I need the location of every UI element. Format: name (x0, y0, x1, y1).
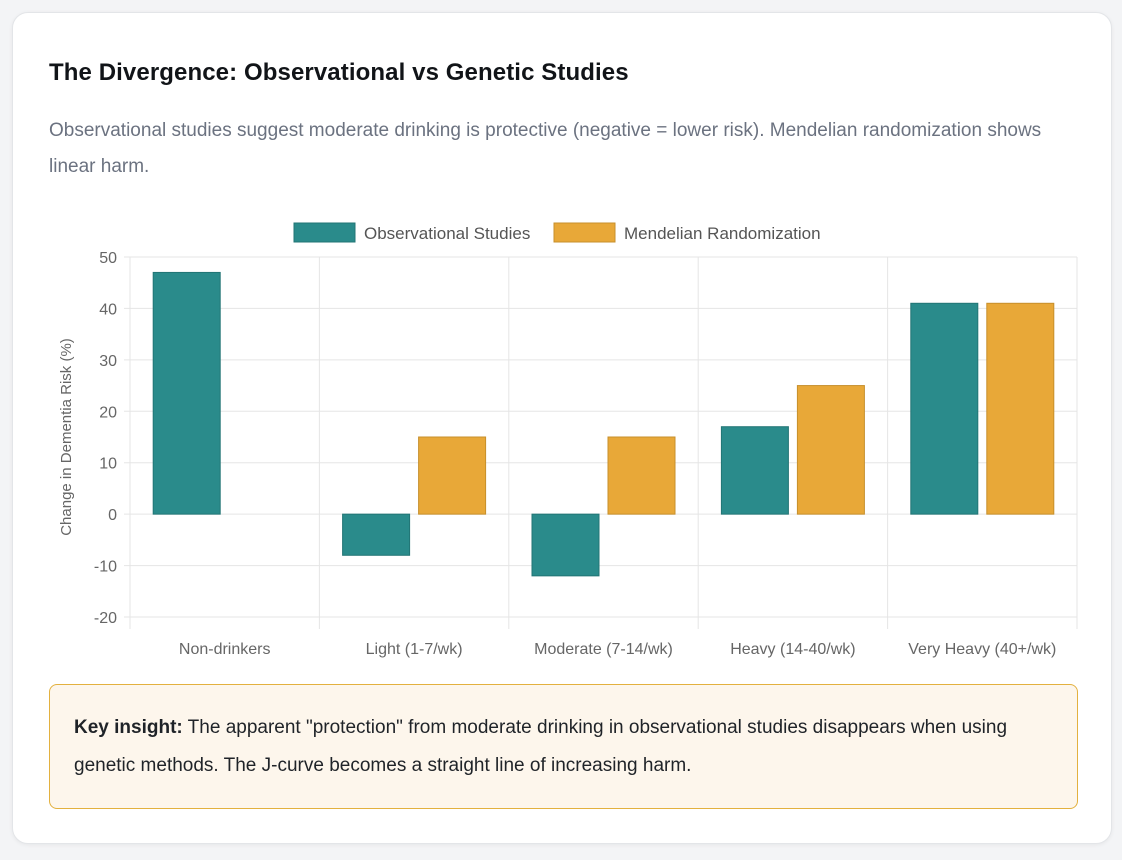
legend-label: Mendelian Randomization (624, 224, 821, 243)
legend-item-observational: Observational Studies (293, 222, 530, 243)
y-tick-label: 50 (99, 250, 117, 267)
key-insight-box: Key insight: The apparent "protection" f… (49, 684, 1078, 809)
y-axis-title: Change in Dementia Risk (%) (58, 338, 75, 536)
bar-mendelian-3 (607, 436, 676, 515)
bar-chart: 50 40 30 20 10 0 -10 -20 Non-drinkers Light (1-7/… (58, 222, 1078, 658)
bar-observational-3 (531, 513, 600, 577)
y-tick-label: 40 (99, 301, 117, 318)
y-tick-label: 20 (99, 404, 117, 421)
legend: Observational Studies Mendelian Randomiza… (293, 222, 821, 243)
x-tick-label: Light (1-7/wk) (366, 641, 463, 658)
bar-observational-4 (720, 426, 789, 515)
bar-observational-2 (342, 513, 411, 556)
x-tick-label: Moderate (7-14/wk) (534, 641, 673, 658)
legend-label: Observational Studies (364, 224, 530, 243)
y-tick-label: -10 (94, 559, 117, 576)
bar-observational-5 (910, 302, 979, 515)
y-tick-label: 0 (108, 507, 117, 524)
axes: 50 40 30 20 10 0 -10 -20 Non-drinkers Light (1-7/… (58, 250, 1056, 658)
bar-mendelian-5 (986, 302, 1055, 515)
bar-mendelian-2 (418, 436, 487, 515)
x-tick-label: Non-drinkers (179, 641, 271, 658)
y-tick-label: -20 (94, 610, 117, 627)
y-tick-label: 30 (99, 353, 117, 370)
bars (152, 271, 1055, 577)
key-insight-label: Key insight: (74, 717, 183, 738)
x-tick-label: Very Heavy (40+/wk) (908, 641, 1056, 658)
bar-observational-1 (152, 271, 221, 515)
legend-swatch (553, 222, 616, 243)
legend-swatch (293, 222, 356, 243)
y-tick-label: 10 (99, 456, 117, 473)
chart-card: The Divergence: Observational vs Genetic… (12, 12, 1112, 844)
bar-mendelian-4 (796, 385, 865, 515)
key-insight-text: The apparent "protection" from moderate … (74, 717, 1008, 776)
legend-item-mendelian: Mendelian Randomization (553, 222, 821, 243)
card-subtitle: Observational studies suggest moderate d… (49, 120, 1042, 177)
x-tick-label: Heavy (14-40/wk) (730, 641, 855, 658)
card-title: The Divergence: Observational vs Genetic… (49, 59, 629, 86)
